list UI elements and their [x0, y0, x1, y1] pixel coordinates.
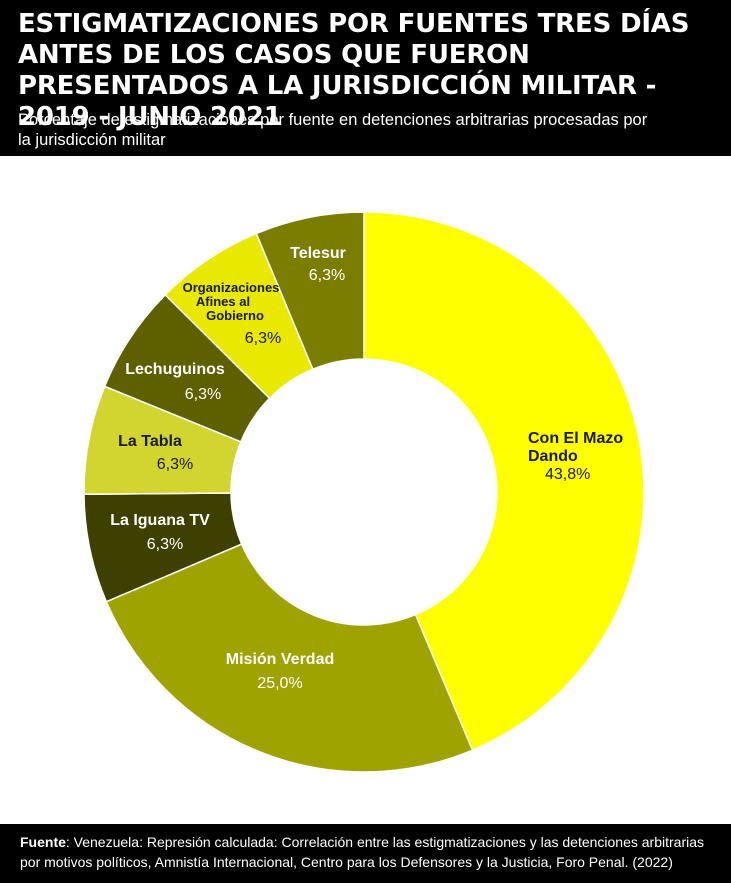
label-mision-verdad: Misión Verdad: [226, 651, 334, 668]
value-con-el-mazo-dando: 43,8%: [545, 466, 590, 483]
source-label: Fuente: [20, 834, 66, 850]
label-telesur: Telesur: [290, 245, 346, 262]
label-organizaciones-afines-al-gobierno: Organizaciones Afines al Gobierno: [183, 280, 280, 323]
slice-telesur: [255, 211, 365, 371]
label-lechuguinos: Lechuguinos: [125, 361, 225, 378]
source-text: : Venezuela: Represión calculada: Correl…: [20, 834, 705, 870]
chart-area: Con El Mazo Dando 43,8% Misión Verdad 25,0% L…: [0, 156, 731, 824]
header: ESTIGMATIZACIONES POR FUENTES TRES DÍAS …: [0, 0, 731, 156]
label-la-tabla: La Tabla: [118, 433, 182, 450]
slice-con-el-mazo-dando: [363, 211, 645, 752]
label-la-iguana-tv: La Iguana TV: [110, 512, 210, 529]
source-note: Fuente: Venezuela: Represión calculada: …: [20, 832, 715, 872]
slice-mision-verdad: [105, 543, 474, 773]
chart-title: ESTIGMATIZACIONES POR FUENTES TRES DÍAS …: [18, 9, 690, 132]
value-telesur: 6,3%: [309, 267, 345, 284]
value-mision-verdad: 25,0%: [257, 675, 302, 692]
value-lechuguinos: 6,3%: [185, 386, 221, 403]
footer: Fuente: Venezuela: Represión calculada: …: [0, 824, 731, 883]
value-organizaciones-afines-al-gobierno: 6,3%: [245, 330, 281, 347]
value-la-iguana-tv: 6,3%: [147, 536, 183, 553]
label-con-el-mazo-dando: Con El Mazo Dando: [528, 430, 623, 465]
value-la-tabla: 6,3%: [157, 456, 193, 473]
chart-subtitle: Porcentaje de estigmatizaciones por fuen…: [18, 111, 648, 149]
